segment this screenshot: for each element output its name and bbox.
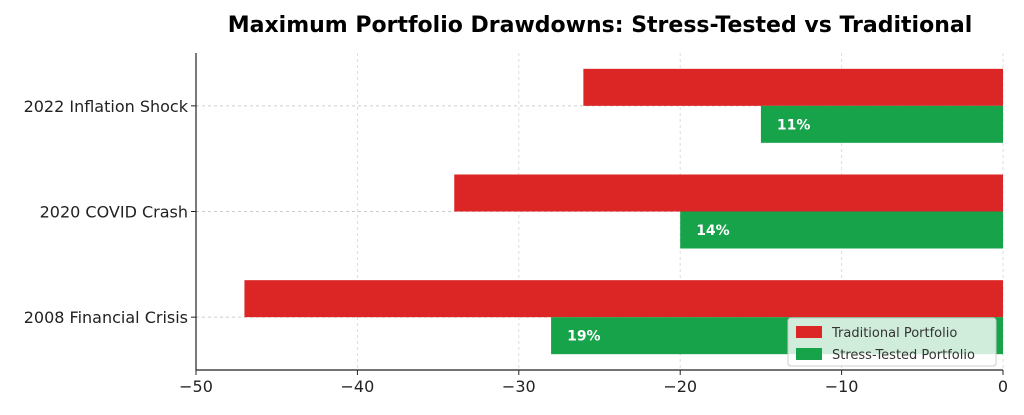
category-label: 2020 COVID Crash	[40, 203, 188, 222]
traditional-portfolio-legend-swatch	[796, 326, 822, 338]
stress-tested-portfolio-bar-label: 14%	[696, 223, 730, 239]
x-tick-label: −30	[502, 377, 536, 396]
bars-layer: 11% 14% 19%	[244, 68, 1004, 355]
stress-tested-portfolio-bar	[680, 211, 1003, 249]
stress-tested-portfolio-legend-label: Stress-Tested Portfolio	[832, 348, 975, 363]
legend-box	[787, 317, 997, 367]
x-tick-label: −10	[825, 377, 859, 396]
chart-title: Maximum Portfolio Drawdowns: Stress-Test…	[228, 13, 973, 38]
axis-layer: −50 −40 −30 −20 −10 0 2022 Inflation Shock 2020…	[24, 53, 1008, 396]
legend: Traditional Portfolio Stress-Tested Portf…	[787, 317, 997, 367]
traditional-portfolio-legend-label: Traditional Portfolio	[831, 326, 957, 341]
x-tick-label: −50	[179, 377, 213, 396]
category-label: 2008 Financial Crisis	[24, 308, 188, 327]
traditional-portfolio-bar	[244, 280, 1004, 318]
category-label: 2022 Inflation Shock	[24, 97, 189, 116]
stress-tested-portfolio-bar	[760, 105, 1003, 143]
x-tick-label: −20	[663, 377, 697, 396]
x-tick-label: −40	[341, 377, 375, 396]
stress-tested-portfolio-bar-label: 19%	[567, 329, 601, 345]
traditional-portfolio-bar	[454, 174, 1003, 212]
stress-tested-portfolio-legend-swatch	[796, 348, 822, 360]
stress-tested-portfolio-bar-label: 11%	[777, 117, 811, 133]
x-tick-label: 0	[998, 377, 1008, 396]
traditional-portfolio-bar	[583, 68, 1003, 106]
